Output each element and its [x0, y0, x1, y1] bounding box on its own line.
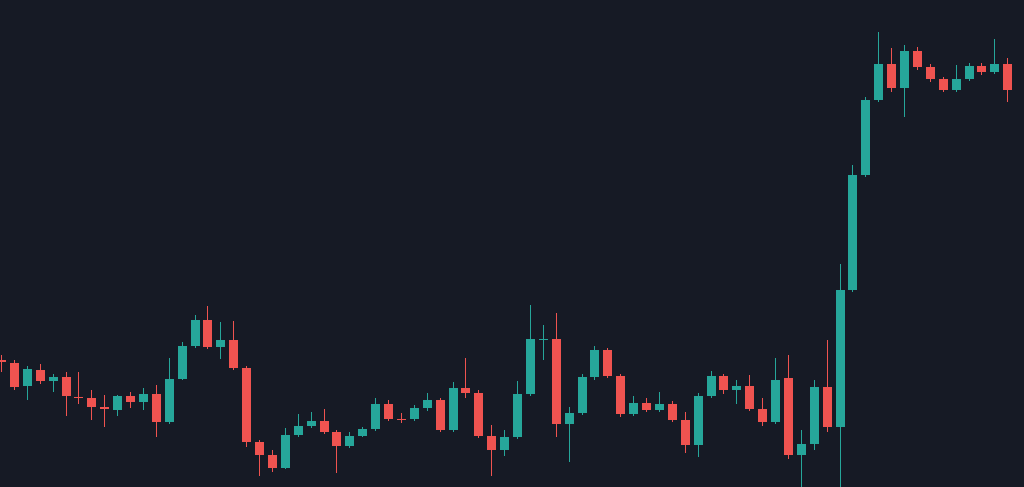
candle-body [848, 175, 857, 290]
candle-body [49, 377, 58, 381]
candle-body [397, 419, 406, 420]
candle-body [745, 386, 754, 409]
candle-body [242, 368, 251, 442]
candle-body [784, 378, 793, 455]
candle-body [952, 79, 961, 90]
candle-body [539, 339, 548, 340]
candle-body [384, 404, 393, 419]
candle-body [74, 397, 83, 398]
candle-body [307, 421, 316, 426]
candle-body [500, 437, 509, 450]
candle-body [216, 340, 225, 347]
candle-body [707, 376, 716, 396]
candle-body [229, 340, 238, 368]
candle-body [732, 386, 741, 390]
candle-body [410, 408, 419, 419]
candle-body [10, 363, 19, 387]
candle-body [281, 435, 290, 468]
candle-body [345, 436, 354, 446]
candle-body [861, 100, 870, 175]
candle-body [474, 393, 483, 436]
candle-body [823, 387, 832, 427]
candle-body [526, 339, 535, 394]
candle-body [371, 404, 380, 429]
candle-body [436, 400, 445, 430]
candle-body [113, 396, 122, 410]
candle-body [578, 377, 587, 413]
candle-body [913, 51, 922, 67]
candle-body [87, 398, 96, 407]
candle-body [887, 64, 896, 88]
candle-body [758, 409, 767, 422]
candle-body [487, 436, 496, 450]
candle-body [178, 346, 187, 379]
candle-body [23, 369, 32, 386]
candle-body [590, 350, 599, 377]
candle-body [552, 339, 561, 424]
candle-body [719, 376, 728, 390]
candle-body [294, 426, 303, 435]
candle-body [100, 407, 109, 409]
candle-body [668, 404, 677, 420]
candle-body [268, 455, 277, 468]
candle-body [990, 64, 999, 72]
candle-body [642, 403, 651, 410]
candle-body [423, 400, 432, 408]
candle-body [874, 64, 883, 100]
candle-body [926, 67, 935, 79]
candle-body [616, 376, 625, 414]
candle-body [810, 387, 819, 444]
candle-body [152, 394, 161, 422]
candle-body [62, 377, 71, 396]
candle-body [977, 66, 986, 72]
candle-body [603, 350, 612, 376]
candle-body [797, 444, 806, 455]
candle-body [165, 379, 174, 422]
candle-body [939, 79, 948, 90]
candle-body [36, 370, 45, 381]
candle-body [332, 432, 341, 446]
candle-body [203, 320, 212, 347]
candle-body [655, 404, 664, 410]
candle-body [449, 388, 458, 430]
candle-body [629, 403, 638, 414]
candle-body [513, 394, 522, 437]
candle-body [681, 420, 690, 445]
candle-body [139, 394, 148, 402]
candle-body [771, 380, 780, 422]
candle-body [565, 413, 574, 424]
candle-body [191, 320, 200, 346]
candle-body [965, 66, 974, 79]
candle-body [900, 51, 909, 88]
candle-body [694, 396, 703, 445]
candle-body [320, 421, 329, 432]
candle-body [1003, 64, 1012, 90]
candle-body [836, 290, 845, 427]
candle-body [461, 388, 470, 393]
candle-body [358, 429, 367, 436]
candle-body [0, 360, 6, 362]
candle-body [255, 442, 264, 455]
candle-body [126, 396, 135, 402]
